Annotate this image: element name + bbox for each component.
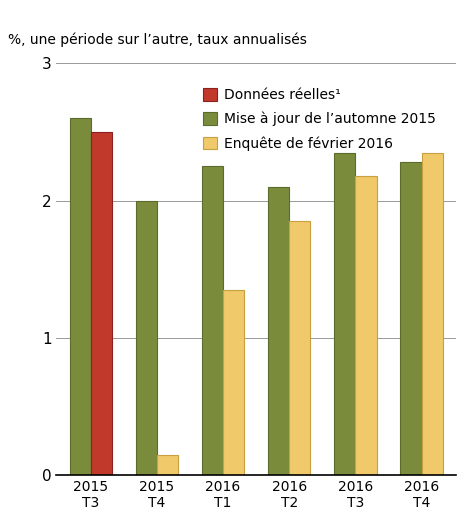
Bar bbox=[70, 118, 91, 475]
Text: %, une période sur l’autre, taux annualisés: %, une période sur l’autre, taux annuali… bbox=[8, 32, 307, 47]
Bar bbox=[136, 201, 157, 475]
Bar bbox=[91, 132, 112, 475]
Bar bbox=[400, 162, 422, 475]
Bar bbox=[268, 187, 289, 475]
Bar bbox=[355, 176, 376, 475]
Legend: Données réelles¹, Mise à jour de l’automne 2015, Enquête de février 2016: Données réelles¹, Mise à jour de l’autom… bbox=[197, 83, 441, 156]
Bar bbox=[223, 290, 244, 475]
Bar bbox=[334, 153, 355, 475]
Bar bbox=[202, 166, 223, 475]
Bar bbox=[157, 455, 178, 475]
Bar bbox=[289, 221, 310, 475]
Bar bbox=[422, 153, 443, 475]
